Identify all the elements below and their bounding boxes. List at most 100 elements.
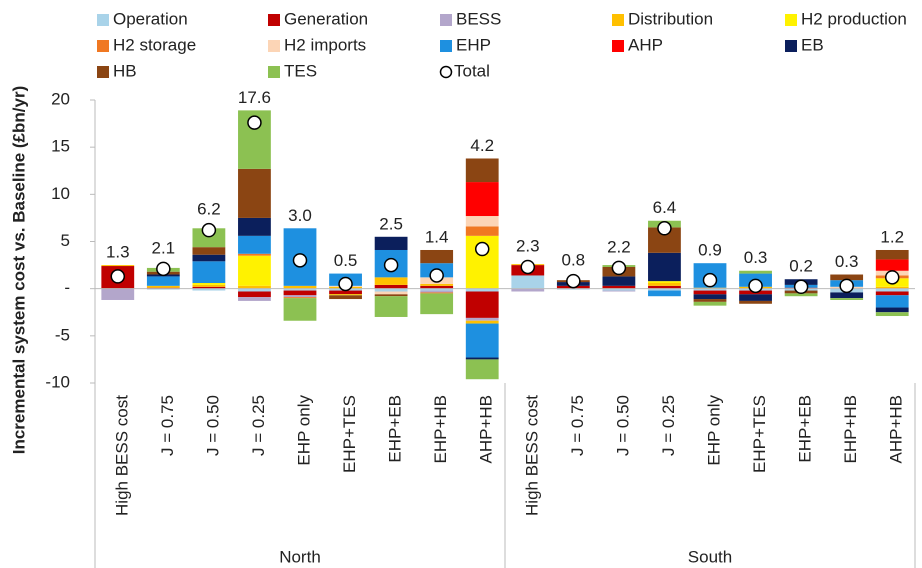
legend-label: AHP	[628, 35, 663, 54]
bar-segment	[465, 226, 499, 236]
bar-segment	[329, 295, 362, 300]
bar-segment	[465, 320, 499, 324]
bar-segment	[875, 291, 909, 296]
bar-segment	[192, 283, 226, 285]
bar-segment	[875, 288, 909, 292]
bar-segment	[465, 158, 499, 183]
bar-segment	[146, 285, 180, 288]
bar-segment	[875, 295, 909, 308]
total-marker	[110, 269, 126, 284]
bar-segment	[420, 293, 454, 315]
x-tick-label: J = 0.75	[568, 395, 587, 456]
bar-segment	[739, 270, 772, 274]
bar-segment	[192, 284, 226, 287]
legend-swatch	[612, 14, 624, 26]
total-label: 0.8	[562, 251, 586, 270]
bar-segment	[146, 276, 180, 286]
legend-label: EB	[801, 35, 824, 54]
x-tick-label: EHP only	[704, 395, 723, 466]
bar-segment	[648, 290, 681, 297]
bar-segment	[465, 182, 499, 217]
total-marker	[520, 259, 536, 275]
bar-segment	[602, 276, 636, 286]
bar-segment	[693, 288, 727, 291]
bar-segment	[420, 249, 454, 264]
x-tick-label: EHP+EB	[386, 395, 405, 463]
bar-segment	[329, 294, 362, 296]
bar-segment	[238, 255, 271, 286]
y-tick-label: 20	[51, 89, 70, 108]
y-tick-label: -	[64, 278, 70, 297]
legend-label: HB	[113, 61, 137, 80]
total-marker	[702, 272, 718, 288]
bar-segment	[648, 252, 681, 282]
total-label: 2.2	[607, 237, 631, 256]
bar-segment	[374, 291, 408, 295]
x-tick-label: J = 0.50	[613, 395, 632, 456]
bar-segment	[374, 294, 408, 297]
bar-segment	[283, 295, 317, 298]
bar-segment	[693, 294, 727, 300]
bar-segment	[830, 292, 864, 299]
total-label: 1.2	[880, 227, 904, 246]
total-marker	[657, 221, 672, 236]
bar-segment	[875, 312, 909, 317]
bar-segment	[238, 285, 271, 289]
bar-segment	[739, 294, 772, 301]
legend-swatch	[439, 65, 453, 79]
total-marker	[748, 278, 763, 294]
bar-segment	[648, 281, 681, 284]
total-label: 2.1	[152, 238, 176, 257]
total-marker	[383, 257, 399, 273]
bar-segment	[192, 286, 226, 289]
legend-label: H2 production	[801, 9, 907, 28]
bar-segment	[420, 290, 454, 293]
total-label: 17.6	[238, 88, 271, 107]
bar-segment	[192, 254, 226, 262]
x-tick-label: EHP+EB	[796, 395, 815, 463]
total-label: 1.4	[425, 227, 449, 246]
legend-swatch	[97, 14, 109, 26]
x-tick-label: High BESS cost	[112, 395, 131, 516]
group-label: North	[279, 547, 321, 566]
legend-swatch	[97, 66, 109, 78]
legend-label: Total	[454, 61, 490, 80]
y-tick-label: -10	[45, 372, 70, 391]
bar-segment	[238, 297, 271, 301]
bar-segment	[238, 291, 271, 298]
bar-segment	[602, 290, 636, 292]
x-tick-label: EHP+HB	[841, 395, 860, 464]
x-tick-label: J = 0.25	[659, 395, 678, 456]
legend-label: H2 imports	[284, 35, 366, 54]
bar-segment	[830, 274, 864, 281]
x-tick-label: J = 0.50	[203, 395, 222, 456]
legend-swatch	[785, 14, 797, 26]
x-tick-label: EHP+HB	[431, 395, 450, 464]
x-tick-label: J = 0.25	[249, 395, 268, 456]
bar-segment	[875, 286, 909, 289]
x-tick-label: EHP only	[294, 395, 313, 466]
bar-segment	[420, 288, 454, 291]
bar-segment	[283, 290, 317, 296]
legend-swatch	[440, 40, 452, 52]
legend-swatch	[268, 66, 280, 78]
total-label: 0.3	[744, 248, 768, 267]
bar-segment	[875, 259, 909, 271]
bar-segment	[374, 236, 408, 250]
bar-segment	[465, 288, 499, 292]
total-marker	[839, 278, 854, 294]
y-tick-label: 10	[51, 184, 70, 203]
bar-segment	[465, 323, 499, 358]
bar-segment	[511, 288, 545, 292]
bar-segment	[283, 297, 317, 299]
total-label: 2.3	[516, 236, 540, 255]
legend-label: Distribution	[628, 9, 713, 28]
bar-segment	[693, 290, 727, 295]
bar-segment	[465, 359, 499, 380]
bar-segment	[511, 275, 545, 289]
legend-swatch	[268, 14, 280, 26]
bar-segment	[238, 288, 271, 292]
x-tick-label: High BESS cost	[522, 395, 541, 516]
total-marker	[566, 273, 581, 289]
